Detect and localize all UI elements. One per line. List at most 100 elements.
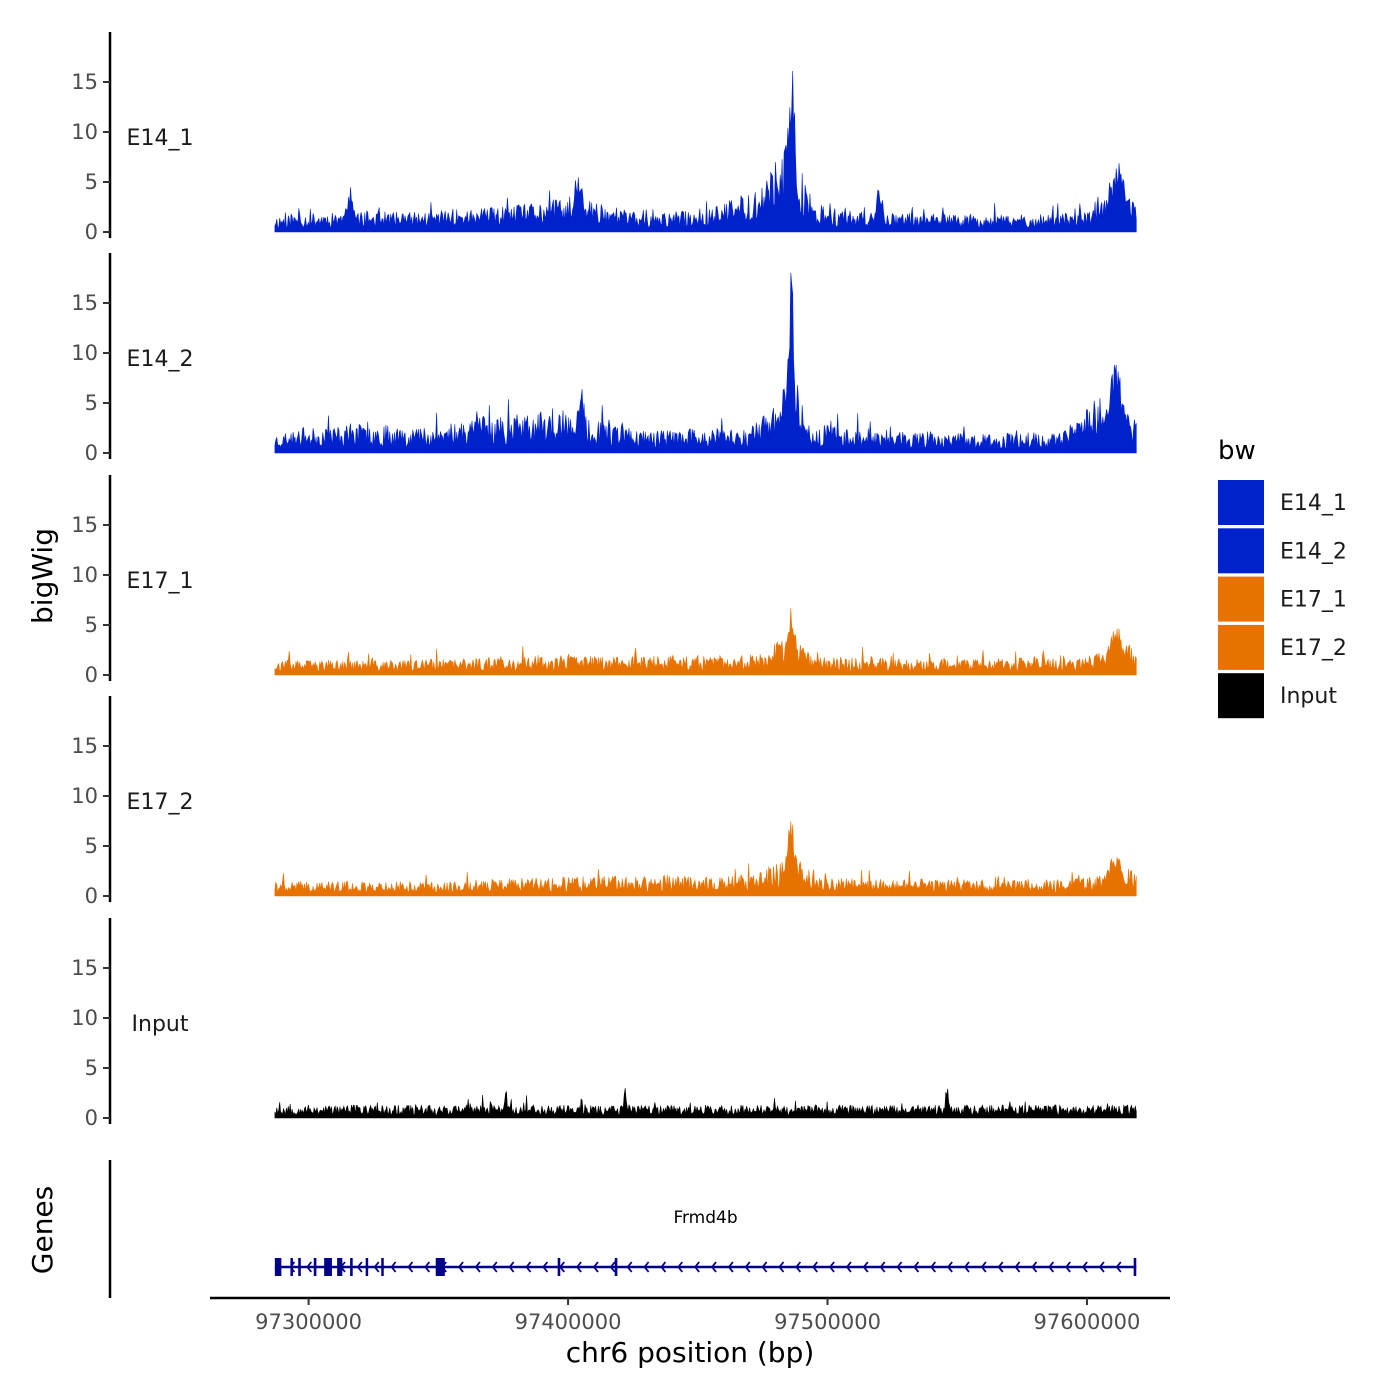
- legend-title: bw: [1218, 436, 1256, 466]
- legend-entry: E17_2: [1218, 624, 1347, 670]
- strand-arrow: [710, 1261, 717, 1273]
- y-tick-label: 10: [71, 1006, 98, 1030]
- strand-arrow: [525, 1261, 532, 1273]
- x-tick-label: 97600000: [1034, 1310, 1141, 1334]
- y-tick-label: 0: [85, 441, 98, 465]
- gene-exon: [350, 1258, 353, 1276]
- gene-exon: [337, 1258, 343, 1276]
- y-tick-label: 0: [85, 884, 98, 908]
- strand-arrow: [542, 1261, 549, 1273]
- track-label: E14_1: [127, 126, 194, 151]
- y-axis-title: bigWig: [26, 528, 59, 624]
- gene-exon: [435, 1258, 445, 1276]
- strand-arrow: [508, 1261, 515, 1273]
- signal-area: [274, 1088, 1137, 1119]
- y-tick-label: 15: [71, 70, 98, 94]
- strand-arrow: [457, 1261, 464, 1273]
- strand-arrow: [694, 1261, 700, 1273]
- gene-exon: [274, 1258, 282, 1276]
- gene-track: Frmd4b: [108, 1160, 1137, 1298]
- strand-arrow: [373, 1261, 380, 1273]
- y-tick-label: 10: [71, 120, 98, 144]
- y-tick-label: 15: [71, 956, 98, 980]
- strand-arrow: [289, 1261, 296, 1273]
- track-e14-1: 0 5 10 15 E14_1: [71, 32, 1137, 244]
- strand-arrow: [1098, 1261, 1105, 1273]
- strand-arrow: [306, 1261, 312, 1273]
- track-e17-2: 0 5 10 15 E17_2: [71, 696, 1137, 908]
- strand-arrow: [963, 1261, 970, 1273]
- signal-area: [274, 70, 1137, 233]
- strand-arrow: [677, 1261, 684, 1273]
- strand-arrow: [1065, 1261, 1071, 1273]
- y-tick-label: 10: [71, 341, 98, 365]
- gene-exon: [381, 1258, 384, 1276]
- strand-arrow: [1031, 1261, 1038, 1273]
- strand-arrow: [407, 1261, 414, 1273]
- y-tick-label: 5: [85, 834, 98, 858]
- strand-arrow: [744, 1261, 751, 1273]
- track-input: 0 5 10 15 Input: [71, 918, 1137, 1130]
- strand-arrow: [474, 1261, 481, 1273]
- strand-arrow: [390, 1261, 397, 1273]
- y-tick-label: 10: [71, 784, 98, 808]
- signal-area: [274, 821, 1137, 897]
- gene-exon: [557, 1258, 561, 1276]
- gene-exon: [298, 1258, 301, 1276]
- x-axis: 97300000 97400000 97500000 97600000: [210, 1296, 1170, 1334]
- legend-entry: E14_2: [1218, 528, 1347, 574]
- strand-arrow: [930, 1261, 936, 1273]
- strand-arrow: [1081, 1261, 1088, 1273]
- legend-label: E17_1: [1280, 588, 1347, 613]
- gene-exon: [290, 1258, 293, 1276]
- strand-arrow: [795, 1261, 802, 1273]
- y-tick-label: 10: [71, 563, 98, 587]
- track-label: E14_2: [127, 347, 194, 372]
- strand-arrow: [609, 1261, 616, 1273]
- legend-label: E14_1: [1280, 491, 1347, 516]
- strand-arrow: [1014, 1261, 1021, 1273]
- track-label: E17_2: [127, 790, 194, 815]
- strand-arrow: [727, 1261, 734, 1273]
- strand-arrow: [778, 1261, 785, 1273]
- strand-arrow: [575, 1261, 582, 1273]
- signal-area: [274, 272, 1137, 454]
- strand-arrow: [626, 1261, 633, 1273]
- signal-area: [274, 607, 1137, 676]
- y-tick-label: 0: [85, 220, 98, 244]
- gene-track-title: Genes: [26, 1186, 59, 1274]
- strand-arrow: [862, 1261, 869, 1273]
- strand-arrow: [828, 1261, 835, 1273]
- x-tick-label: 97500000: [774, 1310, 881, 1334]
- legend-swatch: [1218, 624, 1264, 670]
- strand-arrow: [913, 1261, 920, 1273]
- legend-swatch: [1218, 528, 1264, 574]
- legend-entry: E14_1: [1218, 480, 1347, 525]
- strand-arrow: [812, 1261, 818, 1273]
- track-label: E17_1: [127, 569, 194, 594]
- strand-arrow: [1115, 1261, 1122, 1273]
- y-tick-label: 15: [71, 291, 98, 315]
- y-tick-label: 15: [71, 513, 98, 537]
- legend-entry: E17_1: [1218, 576, 1347, 622]
- legend: bw E14_1 E14_2 E17_1 E17_2 Input: [1218, 436, 1347, 719]
- x-axis-title: chr6 position (bp): [566, 1336, 815, 1369]
- gene-exon: [614, 1258, 618, 1276]
- legend-label: E17_2: [1280, 636, 1347, 661]
- strand-arrow: [424, 1261, 431, 1273]
- x-tick-label: 97400000: [515, 1310, 622, 1334]
- legend-swatch: [1218, 576, 1264, 622]
- strand-arrow: [761, 1261, 768, 1273]
- strand-arrow: [1048, 1261, 1055, 1273]
- legend-label: E14_2: [1280, 539, 1347, 564]
- strand-arrow: [896, 1261, 903, 1273]
- y-tick-label: 5: [85, 170, 98, 194]
- strand-arrow: [947, 1261, 953, 1273]
- track-e17-1: 0 5 10 15 E17_1: [71, 475, 1137, 687]
- legend-swatch: [1218, 480, 1264, 525]
- x-tick-label: 97300000: [255, 1310, 362, 1334]
- track-e14-2: 0 5 10 15 E14_2: [71, 253, 1137, 465]
- y-tick-label: 0: [85, 663, 98, 687]
- strand-arrow: [879, 1261, 886, 1273]
